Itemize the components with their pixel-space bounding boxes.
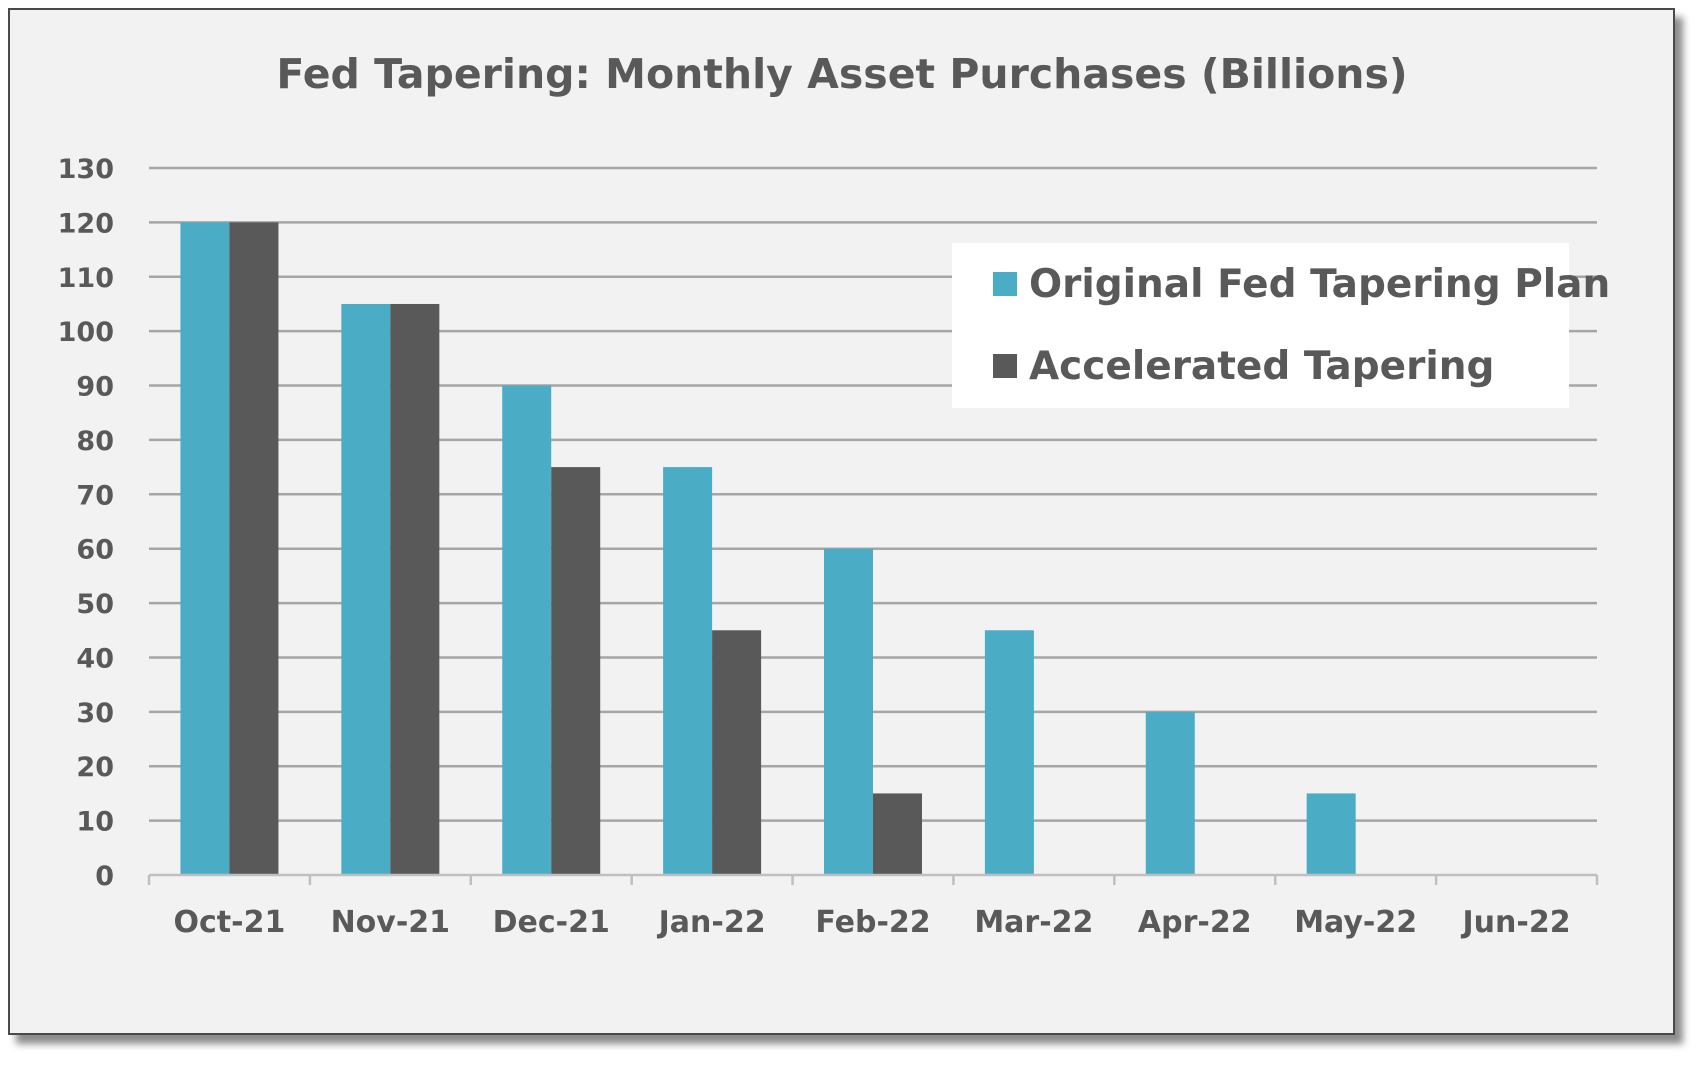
x-tick-label: Dec-21 <box>493 905 610 940</box>
bar-accelerated-nov-21 <box>390 303 440 875</box>
bar-accelerated-jan-22 <box>712 630 762 875</box>
legend-box <box>952 243 1569 408</box>
x-tick-label: Oct-21 <box>174 905 286 940</box>
legend-label-original: Original Fed Tapering Plan <box>1029 262 1610 307</box>
x-tick-label: Feb-22 <box>815 905 930 940</box>
x-tick-label: May-22 <box>1294 905 1417 940</box>
y-tick-label: 110 <box>58 263 114 294</box>
bar-accelerated-oct-21 <box>229 222 279 875</box>
bar-original-mar-22 <box>984 630 1034 875</box>
x-tick-label: Apr-22 <box>1138 905 1252 940</box>
x-tick-label: Nov-21 <box>331 905 450 940</box>
y-tick-label: 50 <box>76 589 114 620</box>
y-tick-label: 100 <box>58 317 114 348</box>
y-tick-label: 30 <box>76 698 114 729</box>
y-tick-label: 60 <box>76 535 114 566</box>
x-tick-label: Jun-22 <box>1461 905 1571 940</box>
bar-accelerated-feb-22 <box>873 793 922 875</box>
y-tick-label: 0 <box>95 861 114 892</box>
bar-original-apr-22 <box>1145 711 1195 875</box>
bar-original-jan-22 <box>663 467 713 875</box>
bars <box>180 222 1356 875</box>
bar-accelerated-dec-21 <box>551 467 601 875</box>
x-axis-ticks: Oct-21 Nov-21 Dec-21 Jan-22 Feb-22 Mar-22 Apr-… <box>174 905 1571 940</box>
y-tick-label: 80 <box>76 426 114 457</box>
legend-label-accelerated: Accelerated Tapering <box>1029 344 1494 389</box>
bar-original-nov-21 <box>341 303 391 875</box>
bar-original-may-22 <box>1306 793 1356 875</box>
y-axis-ticks: 0 10 20 30 40 50 60 70 80 90 100 110 120 130 <box>58 154 114 892</box>
y-tick-label: 20 <box>76 752 114 783</box>
legend: Original Fed Tapering Plan Accelerated T… <box>952 243 1610 408</box>
y-tick-label: 90 <box>76 372 114 403</box>
legend-swatch-accelerated <box>993 354 1017 378</box>
bar-original-oct-21 <box>180 222 230 875</box>
bar-original-dec-21 <box>502 385 552 875</box>
bar-original-feb-22 <box>824 548 873 875</box>
y-tick-label: 130 <box>58 154 114 185</box>
y-tick-label: 70 <box>76 480 114 511</box>
y-tick-label: 120 <box>58 208 114 239</box>
x-axis <box>147 873 1599 885</box>
legend-swatch-original <box>993 272 1017 296</box>
y-tick-label: 40 <box>76 643 114 674</box>
chart-title: Fed Tapering: Monthly Asset Purchases (B… <box>276 50 1407 98</box>
y-tick-label: 10 <box>76 807 114 838</box>
x-tick-label: Mar-22 <box>974 905 1093 940</box>
x-tick-label: Jan-22 <box>657 905 766 940</box>
